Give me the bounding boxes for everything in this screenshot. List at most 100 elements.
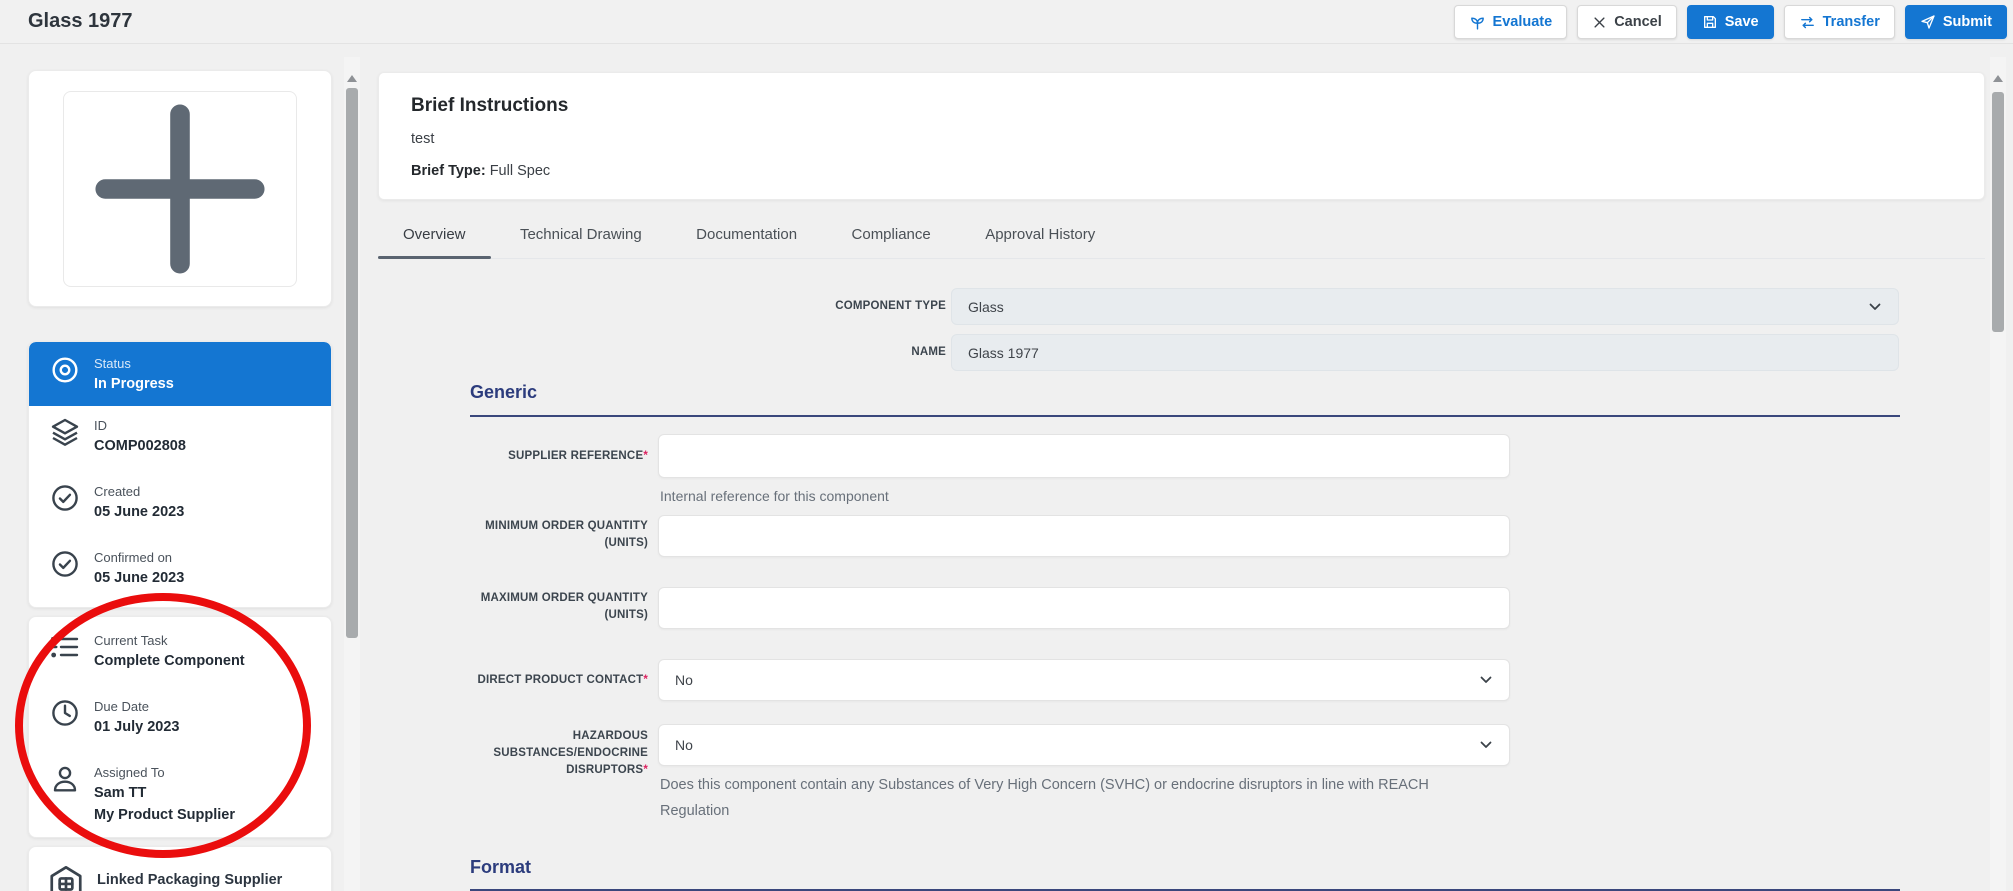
scroll-up-arrow-icon[interactable] [1993,75,2003,82]
name-value: Glass 1977 [968,344,1039,361]
hazardous-substances-helper: Does this component contain any Substanc… [660,777,1429,819]
plus-icon [95,104,265,274]
assigned-to-label: Assigned To [94,765,165,780]
person-icon [53,766,77,792]
supplier-reference-helper: Internal reference for this component [660,488,889,504]
main-scrollbar-thumb[interactable] [1992,92,2004,332]
tab-compliance-label: Compliance [851,226,931,243]
page-title: Glass 1977 [28,10,133,32]
name-label: NAME [911,346,946,358]
linked-packaging-supplier-label: Linked Packaging Supplier [97,872,283,888]
supplier-reference-label: SUPPLIER REFERENCE* [508,450,648,462]
supplier-reference-input[interactable] [658,434,1510,478]
linked-packaging-supplier-card[interactable]: Linked Packaging Supplier [28,846,332,891]
tab-bar: Overview Technical Drawing Documentation… [378,214,1985,259]
sprout-icon [1470,17,1484,30]
assigned-to-company: My Product Supplier [94,807,235,823]
transfer-button[interactable]: Transfer [1783,5,1895,39]
due-date-label: Due Date [94,699,149,714]
transfer-label: Transfer [1822,14,1880,30]
check-circle-icon [52,485,78,511]
direct-product-contact-select[interactable]: No [658,659,1510,701]
status-row: Status In Progress [29,342,331,406]
tab-technical-drawing[interactable]: Technical Drawing [495,214,667,259]
generic-section-heading: Generic [470,382,538,402]
tab-technical-drawing-label: Technical Drawing [519,226,642,243]
current-task-label: Current Task [94,633,168,648]
status-value: In Progress [94,376,174,392]
tab-compliance[interactable]: Compliance [827,214,956,259]
status-label: Status [94,356,131,371]
id-row: ID COMP002808 [29,416,331,456]
save-icon [1703,16,1716,28]
send-icon [1921,15,1935,29]
brief-type-label: Brief Type: [411,163,486,179]
save-button[interactable]: Save [1686,5,1774,39]
chevron-down-icon [1480,741,1492,748]
name-field[interactable]: Glass 1977 [951,334,1899,371]
active-tab-underline [378,256,491,259]
left-sidebar: Status In Progress ID COMP002808 Created… [28,70,332,891]
task-card: Current Task Complete Component Due Date… [28,616,332,838]
due-date-row: Due Date 01 July 2023 [29,697,331,737]
save-label: Save [1724,14,1759,30]
hazardous-substances-select[interactable]: No [658,724,1510,766]
warehouse-icon [50,865,82,891]
chevron-down-icon [1869,303,1881,310]
max-order-quantity-input[interactable] [658,587,1510,629]
brief-instructions-title: Brief Instructions [411,95,569,116]
confirmed-value: 05 June 2023 [94,570,185,586]
created-row: Created 05 June 2023 [29,482,331,522]
target-icon [52,357,78,383]
tab-documentation[interactable]: Documentation [671,214,822,259]
direct-product-contact-value: No [675,672,693,688]
task-list-icon [51,634,79,658]
check-circle-icon [52,551,78,577]
current-task-value: Complete Component [94,653,245,669]
transfer-icon [1800,16,1814,28]
clock-icon [52,700,78,726]
hazardous-substances-value: No [675,737,693,753]
tab-overview-label: Overview [403,226,466,243]
top-bar: Glass 1977 Evaluate Cancel Save Transfer… [0,0,2013,44]
image-upload-placeholder[interactable] [63,91,297,287]
assigned-to-name: Sam TT [94,785,147,801]
sidebar-scrollbar-thumb[interactable] [346,88,358,638]
tab-overview[interactable]: Overview [378,214,491,259]
required-asterisk: * [643,674,648,686]
created-value: 05 June 2023 [94,504,185,520]
submit-button[interactable]: Submit [1904,5,2007,39]
component-image-card [28,70,332,307]
sidebar-scrollbar[interactable] [344,57,360,891]
brief-description: test [411,131,435,147]
x-icon [1594,16,1605,28]
due-date-value: 01 July 2023 [94,719,180,735]
confirmed-row: Confirmed on 05 June 2023 [29,548,331,588]
format-section-heading: Format [470,857,532,877]
tab-documentation-label: Documentation [696,226,798,243]
min-order-quantity-input[interactable] [658,515,1510,557]
hazardous-substances-label: HAZARDOUS SUBSTANCES/ENDOCRINE DISRUPTOR… [493,730,648,776]
required-asterisk: * [643,764,648,776]
cancel-button[interactable]: Cancel [1577,5,1677,39]
tab-approval-history-label: Approval History [985,226,1096,243]
layers-icon [51,418,79,446]
min-order-quantity-label: MINIMUM ORDER QUANTITY (UNITS) [485,520,648,549]
max-order-quantity-label: MAXIMUM ORDER QUANTITY (UNITS) [480,592,648,621]
id-label: ID [94,418,107,433]
component-type-label: COMPONENT TYPE [835,300,946,312]
scroll-up-arrow-icon[interactable] [347,75,357,82]
main-scrollbar[interactable] [1990,57,2006,891]
generic-section-rule [470,415,1900,417]
component-type-select[interactable]: Glass [951,288,1899,325]
assigned-to-row: Assigned To Sam TT My Product Supplier [29,763,331,825]
evaluate-label: Evaluate [1492,14,1553,30]
current-task-row: Current Task Complete Component [29,631,331,671]
evaluate-button[interactable]: Evaluate [1453,5,1568,39]
created-label: Created [94,484,141,499]
tab-approval-history[interactable]: Approval History [960,214,1120,259]
brief-type-line: Brief Type: Full Spec [411,163,550,179]
cancel-label: Cancel [1614,14,1662,30]
brief-type-value: Full Spec [489,163,551,179]
component-type-value: Glass [968,298,1004,315]
